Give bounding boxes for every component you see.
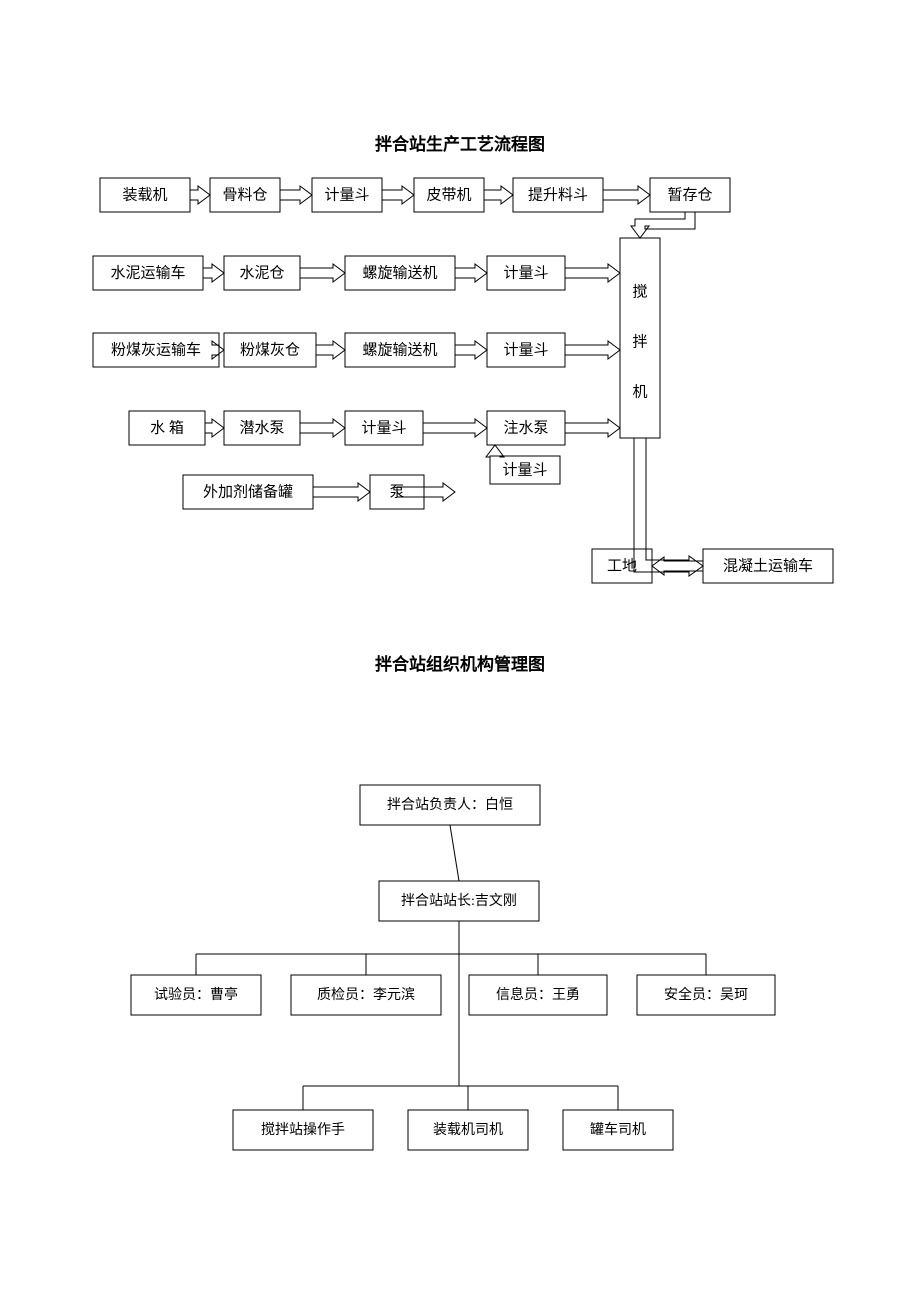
node-label-o8: 装载机司机 <box>433 1122 503 1138</box>
arrow <box>205 419 224 437</box>
node-label-o3: 试验员：曹亭 <box>154 986 238 1003</box>
arrow <box>382 186 414 204</box>
node-label-n3: 计量斗 <box>324 186 369 203</box>
node-label-n7: 水泥运输车 <box>110 264 185 281</box>
arrow <box>397 483 455 501</box>
diagram-canvas: 拌合站生产工艺流程图装载机骨料仓计量斗皮带机提升料斗暂存仓水泥运输车水泥仓螺旋输… <box>0 0 920 1302</box>
arrow <box>603 186 650 204</box>
node-label-n8: 水泥仓 <box>239 264 284 281</box>
arrow <box>565 419 620 437</box>
arrow <box>486 445 504 457</box>
node-label-n24: 混凝土运输车 <box>723 557 813 574</box>
arrow-elbow <box>634 438 703 576</box>
node-label-n4: 皮带机 <box>426 186 471 203</box>
node-label-n17: 计量斗 <box>361 419 406 436</box>
node-label-n1: 装载机 <box>122 186 167 203</box>
node-label-n22: 搅 <box>632 283 647 300</box>
flowchart-title: 拌合站生产工艺流程图 <box>375 134 545 154</box>
arrow <box>484 186 513 204</box>
node-label-n9: 螺旋输送机 <box>362 264 437 281</box>
arrow <box>300 419 345 437</box>
node-label-n5: 提升料斗 <box>528 186 588 203</box>
arrow-elbow <box>631 212 695 238</box>
node-label-n21: 计量斗 <box>502 461 547 478</box>
arrow <box>565 264 620 282</box>
arrow <box>455 264 487 282</box>
node-label-n22: 拌 <box>632 333 647 350</box>
node-label-n16: 潜水泵 <box>239 419 284 436</box>
arrow <box>203 264 224 282</box>
node-label-n18: 注水泵 <box>503 419 548 436</box>
org-connector <box>450 825 459 881</box>
arrow <box>212 341 224 359</box>
node-label-o2: 拌合站站长:吉文刚 <box>401 893 517 909</box>
arrow <box>455 341 487 359</box>
node-label-n19: 外加剂储备罐 <box>203 483 293 500</box>
node-label-o9: 罐车司机 <box>590 1121 646 1138</box>
arrow <box>316 341 345 359</box>
node-label-n13: 螺旋输送机 <box>362 341 437 358</box>
arrow <box>280 186 312 204</box>
node-label-o7: 搅拌站操作手 <box>261 1122 345 1138</box>
node-label-o6: 安全员：吴珂 <box>664 986 748 1003</box>
arrow <box>423 419 487 437</box>
node-label-n6: 暂存仓 <box>667 186 712 203</box>
arrow <box>565 341 620 359</box>
orgchart-title: 拌合站组织机构管理图 <box>375 654 545 674</box>
arrow <box>313 483 370 501</box>
node-label-n12: 粉煤灰仓 <box>240 341 300 358</box>
node-label-n23: 工地 <box>607 557 637 574</box>
node-label-n11: 粉煤灰运输车 <box>111 341 201 358</box>
node-label-n14: 计量斗 <box>503 341 548 358</box>
node-label-n2: 骨料仓 <box>222 186 267 203</box>
node-label-n22: 机 <box>632 383 647 400</box>
node-label-n15: 水 箱 <box>150 419 184 436</box>
node-label-n10: 计量斗 <box>503 264 548 281</box>
node-label-o1: 拌合站负责人：白恒 <box>387 797 513 813</box>
node-label-o4: 质检员：李元滨 <box>317 987 415 1003</box>
node-label-o5: 信息员：王勇 <box>496 986 580 1003</box>
arrow <box>300 264 345 282</box>
arrow <box>190 186 210 204</box>
